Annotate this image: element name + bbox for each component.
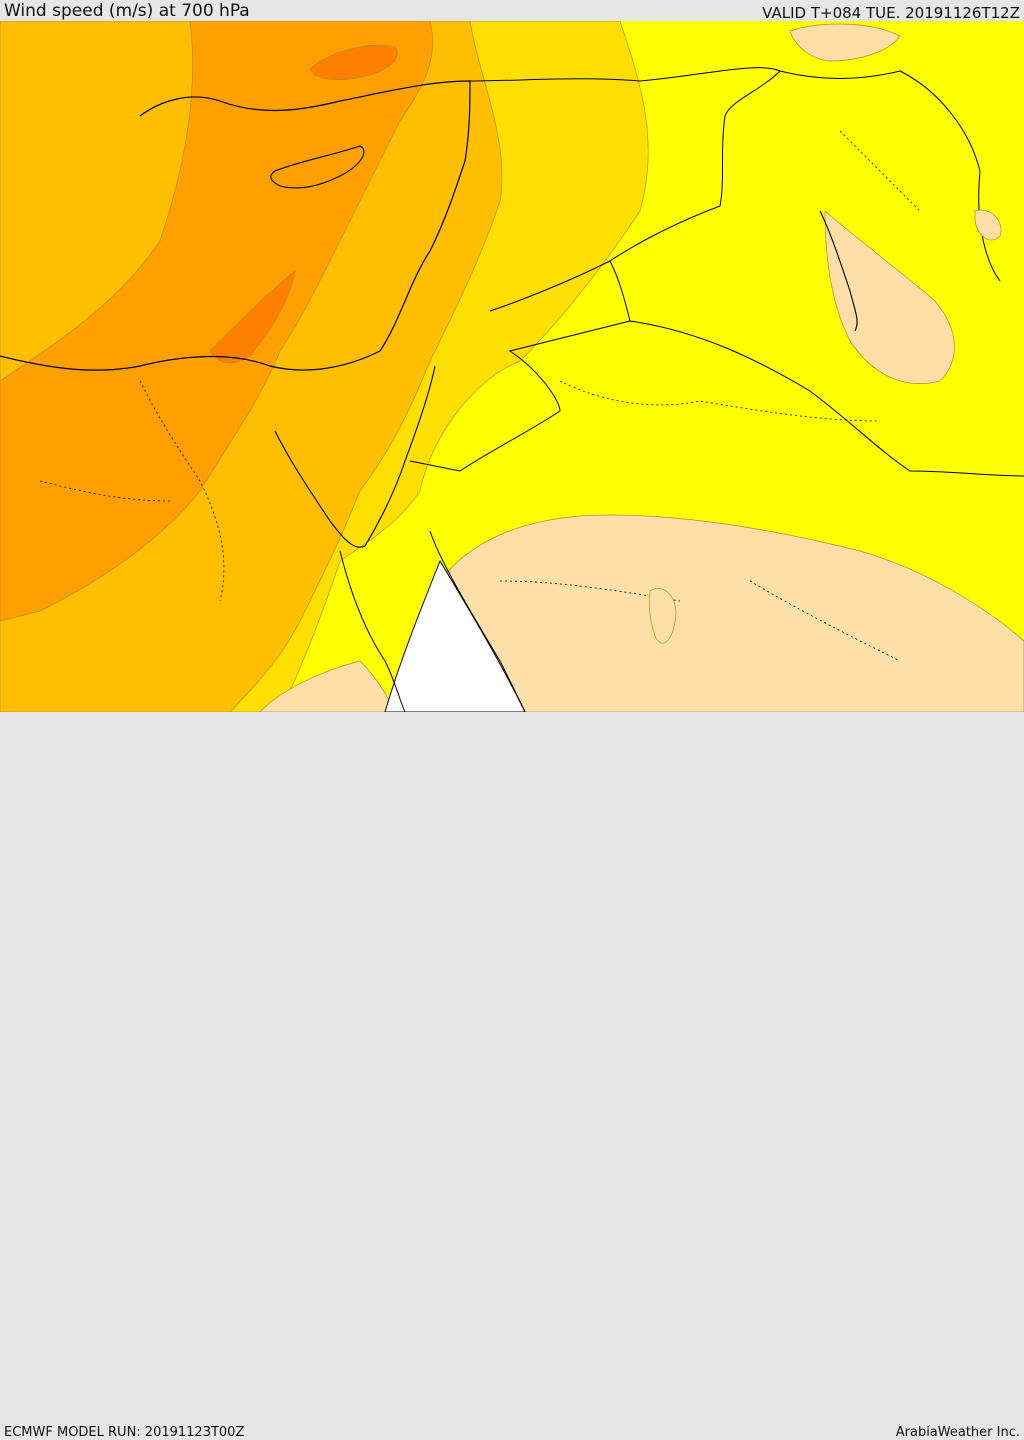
coastline-red-sea-west — [339, 550, 406, 712]
field-low-northeast — [789, 23, 901, 62]
border-lines — [409, 67, 1024, 477]
field-level-5-core-north — [309, 44, 398, 81]
coastline-gulf — [819, 210, 858, 332]
field-no-data-sea — [384, 559, 526, 712]
coastline-mediterranean — [0, 80, 471, 371]
coastline-sinai — [274, 365, 436, 548]
coastline-red-sea-east — [429, 530, 526, 712]
lake-east-1 — [648, 588, 677, 644]
admin-boundaries — [39, 130, 921, 662]
model-run-label: ECMWF MODEL RUN: 20191123T00Z — [4, 1425, 245, 1440]
field-low-east — [824, 210, 955, 384]
footer-bar: ECMWF MODEL RUN: 20191123T00Z ArabiaWeat… — [0, 712, 1024, 1440]
wind-speed-map — [0, 21, 1024, 712]
lake-east-2 — [974, 209, 1002, 241]
coastline-cyprus — [270, 145, 365, 189]
valid-time: VALID T+084 TUE. 20191126T12Z — [762, 4, 1020, 22]
map-title: Wind speed (m/s) at 700 hPa — [4, 1, 250, 21]
field-level-4 — [0, 21, 434, 622]
credit-label: ArabiaWeather Inc. — [895, 1425, 1020, 1440]
field-level-5-core-central — [209, 270, 296, 364]
header-bar: Wind speed (m/s) at 700 hPa VALID T+084 … — [0, 0, 1024, 22]
